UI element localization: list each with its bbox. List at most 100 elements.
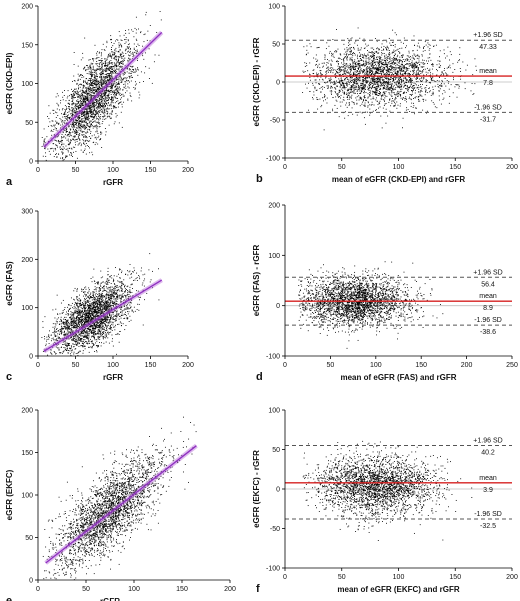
data-point	[391, 63, 393, 65]
data-point	[66, 129, 67, 131]
data-point	[94, 126, 96, 128]
data-point	[104, 68, 106, 70]
data-point	[102, 72, 104, 74]
data-point	[71, 123, 73, 125]
data-point	[384, 60, 385, 62]
data-point	[109, 77, 111, 79]
data-point	[409, 79, 411, 81]
data-point	[133, 87, 135, 89]
data-point	[336, 107, 338, 109]
data-point	[385, 82, 387, 84]
data-point	[97, 80, 99, 82]
data-point	[418, 58, 420, 60]
data-point	[71, 111, 73, 112]
data-point	[88, 115, 90, 117]
data-point	[86, 88, 88, 90]
data-point	[416, 55, 418, 57]
data-point	[64, 105, 66, 107]
data-point	[418, 45, 420, 47]
data-point	[96, 84, 98, 86]
data-point	[114, 94, 116, 96]
data-point	[44, 138, 46, 140]
data-point	[92, 107, 94, 109]
data-point	[378, 49, 380, 51]
data-point	[418, 91, 420, 93]
data-point	[456, 84, 458, 86]
data-point	[102, 104, 104, 106]
data-point	[448, 88, 450, 90]
data-point	[83, 127, 85, 129]
data-point	[91, 74, 93, 76]
data-point	[61, 151, 63, 153]
data-point	[99, 122, 101, 124]
data-point	[398, 61, 400, 63]
data-point	[327, 85, 329, 87]
data-point	[416, 65, 418, 67]
data-point	[396, 92, 398, 94]
data-point	[405, 79, 407, 81]
data-point	[51, 140, 53, 142]
data-point	[111, 69, 113, 70]
data-point	[356, 96, 358, 98]
data-point	[393, 55, 395, 57]
data-point	[96, 117, 98, 119]
data-point	[107, 115, 109, 117]
data-point	[118, 86, 120, 88]
data-point	[356, 71, 358, 73]
data-point	[357, 79, 359, 81]
data-point	[100, 59, 102, 61]
data-point	[366, 45, 368, 47]
data-point	[122, 68, 124, 70]
data-point	[392, 63, 393, 65]
data-point	[431, 79, 433, 81]
data-point	[323, 65, 324, 67]
data-point	[119, 76, 121, 78]
data-point	[318, 63, 320, 65]
data-point	[92, 116, 94, 118]
data-point	[386, 77, 388, 79]
data-point	[88, 146, 89, 147]
data-point	[384, 93, 386, 94]
data-point	[386, 56, 388, 58]
data-point	[120, 76, 122, 78]
data-point	[391, 67, 393, 69]
data-point	[81, 143, 82, 145]
data-point	[401, 70, 403, 72]
data-point	[89, 65, 91, 67]
data-point	[345, 51, 347, 53]
data-point	[110, 35, 112, 37]
data-point	[129, 76, 131, 78]
data-point	[375, 88, 377, 90]
data-point	[366, 55, 368, 57]
data-point	[102, 118, 104, 120]
data-point	[62, 137, 64, 139]
data-point	[332, 69, 334, 71]
data-point	[100, 77, 102, 79]
data-point	[95, 118, 97, 120]
data-point	[367, 102, 369, 104]
data-point	[114, 95, 116, 97]
data-point	[107, 63, 109, 65]
data-point	[412, 87, 414, 89]
data-point	[342, 87, 344, 89]
data-point	[407, 89, 409, 91]
data-point	[102, 108, 104, 110]
data-point	[119, 102, 121, 104]
data-point	[396, 94, 398, 96]
data-point	[101, 62, 103, 64]
data-point	[325, 64, 327, 66]
data-point	[121, 45, 123, 47]
data-point	[79, 97, 81, 99]
data-point	[325, 99, 327, 101]
data-point	[385, 62, 387, 64]
data-point	[73, 139, 75, 141]
data-point	[92, 69, 94, 71]
data-point	[335, 82, 337, 84]
data-point	[75, 129, 76, 131]
data-point	[368, 66, 370, 68]
data-point	[41, 137, 43, 138]
data-point	[98, 92, 100, 94]
data-point	[115, 84, 117, 86]
data-point	[79, 133, 81, 134]
